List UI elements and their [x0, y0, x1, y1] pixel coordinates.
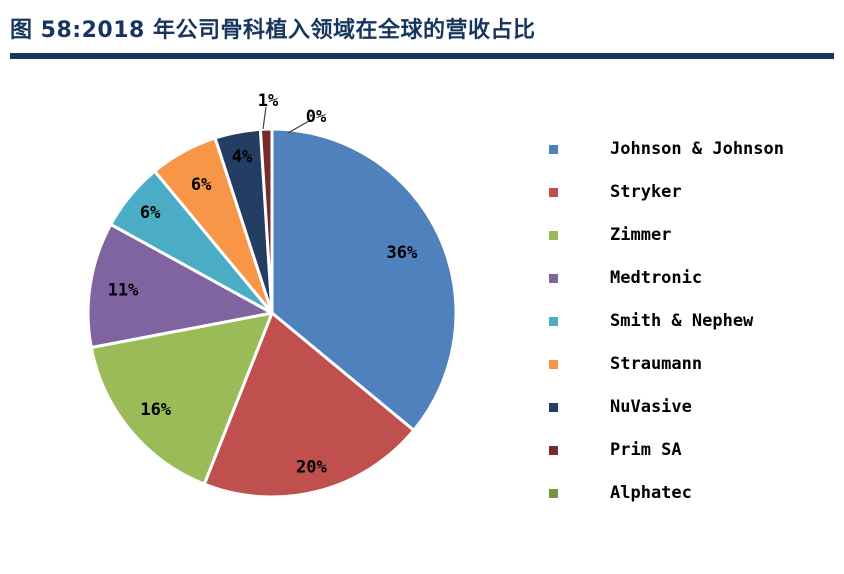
legend-marker [549, 144, 558, 154]
label-leader-line [287, 120, 310, 134]
legend-label: Johnson & Johnson [610, 139, 784, 159]
pie-label: 1% [258, 91, 279, 111]
legend-item: Medtronic [549, 266, 784, 290]
pie-label: 11% [108, 280, 139, 300]
legend-marker [549, 359, 558, 369]
chart-area: 36% 20% 16% 11% 6% 6% 4% 1% 0% Johnson & Johnson… [10, 59, 834, 574]
pie-label: 20% [296, 457, 327, 477]
pie-slice-medtronic [86, 222, 274, 349]
legend-label: Medtronic [610, 268, 703, 288]
legend-item: Straumann [549, 352, 784, 376]
legend-label: Zimmer [610, 225, 672, 245]
legend-marker [549, 187, 558, 197]
pie-slice-johnson-johnson [270, 127, 458, 432]
figure-title: 图 58:2018 年公司骨科植入领域在全球的营收占比 [10, 18, 536, 43]
legend-label: Straumann [610, 354, 703, 374]
pie-chart: 36% 20% 16% 11% 6% 6% 4% 1% 0% [86, 91, 458, 499]
legend-label: Stryker [610, 182, 682, 202]
chart-legend: Johnson & Johnson Stryker Zimmer Medtronic S… [549, 59, 784, 524]
legend-marker [549, 273, 558, 283]
pie-label: 0% [306, 107, 327, 127]
legend-item: Prim SA [549, 438, 784, 462]
legend-item: Johnson & Johnson [549, 137, 784, 161]
legend-label: Prim SA [610, 440, 682, 460]
legend-item: Smith & Nephew [549, 309, 784, 333]
pie-label: 6% [140, 203, 161, 223]
pie-label: 6% [191, 175, 212, 195]
pie-label: 16% [140, 400, 171, 420]
legend-item: Alphatec [549, 481, 784, 505]
legend-item: NuVasive [549, 395, 784, 419]
label-leader-line [262, 106, 267, 130]
legend-marker [549, 488, 558, 498]
pie-slice-zimmer [89, 311, 274, 486]
pie-label: 36% [387, 243, 418, 263]
legend-item: Stryker [549, 180, 784, 204]
legend-item: Zimmer [549, 223, 784, 247]
legend-label: Smith & Nephew [610, 311, 754, 331]
pie-slice-prim-sa [258, 127, 274, 315]
legend-marker [549, 445, 558, 455]
legend-marker [549, 402, 558, 412]
legend-label: Alphatec [610, 483, 692, 503]
legend-label: NuVasive [610, 397, 692, 417]
pie-slice-stryker [202, 311, 416, 499]
title-divider [10, 53, 834, 59]
legend-marker [549, 316, 558, 326]
legend-marker [549, 230, 558, 240]
pie-label: 4% [232, 147, 253, 167]
